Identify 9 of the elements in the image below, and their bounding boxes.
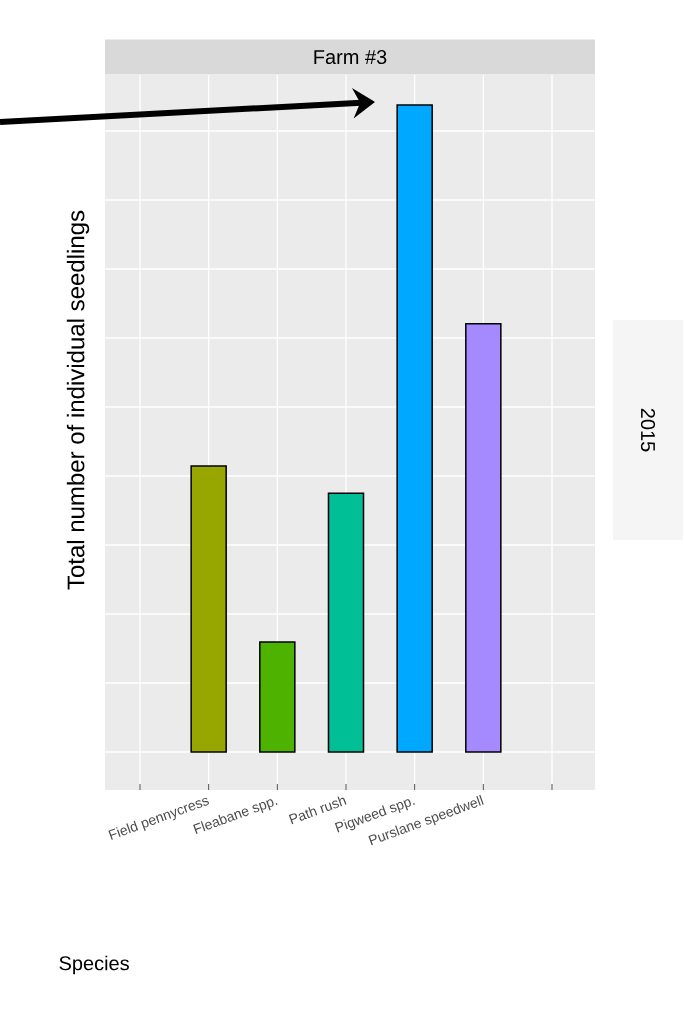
bar <box>327 492 365 753</box>
chart-title: Farm #3 <box>314 49 387 65</box>
y-axis-title: Total number of individual seedlings <box>66 210 90 590</box>
bar <box>465 322 502 753</box>
bar <box>190 465 227 753</box>
bar <box>259 641 296 753</box>
text: Species <box>59 955 129 975</box>
text: 2015 <box>640 408 656 452</box>
bar <box>396 104 433 753</box>
